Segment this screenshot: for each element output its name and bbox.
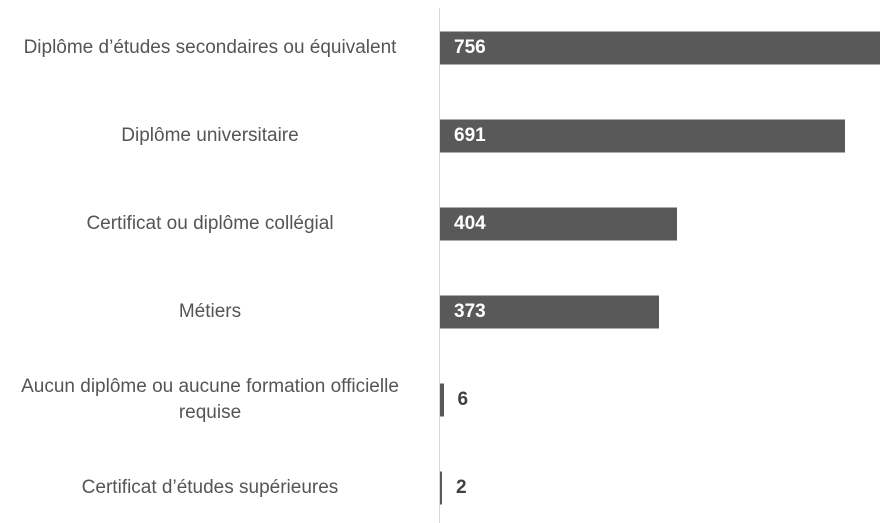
bar xyxy=(440,383,444,417)
value-label: 6 xyxy=(457,389,469,410)
category-label: Aucun diplôme ou aucune formation offici… xyxy=(21,376,399,423)
value-label: 2 xyxy=(456,477,467,498)
bar xyxy=(440,295,659,329)
category-label: Métiers xyxy=(178,301,242,322)
bar xyxy=(440,31,880,65)
value-label: 404 xyxy=(454,213,486,234)
value-label: 756 xyxy=(454,37,486,58)
category-label: Diplôme d’études secondaires ou équivale… xyxy=(23,37,397,58)
value-label: 691 xyxy=(454,125,486,146)
category-label: Diplôme universitaire xyxy=(121,125,299,146)
category-label: Certificat d’études supérieures xyxy=(81,477,339,498)
bar xyxy=(440,119,846,153)
value-label: 373 xyxy=(454,301,486,322)
bar xyxy=(440,207,677,241)
category-label: Certificat ou diplôme collégial xyxy=(86,213,334,234)
bar xyxy=(440,471,442,505)
axis-line xyxy=(439,8,440,523)
